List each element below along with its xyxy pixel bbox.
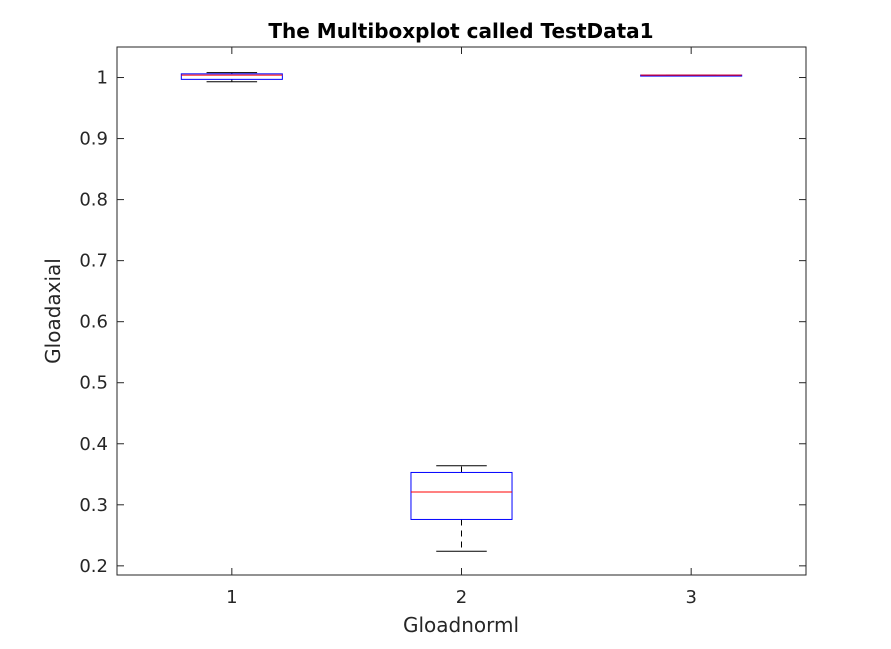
box-body <box>410 471 513 520</box>
y-tick-label: 0.6 <box>79 312 108 333</box>
x-tick-label: 1 <box>226 587 237 608</box>
y-tick-label: 0.8 <box>79 190 108 211</box>
y-tick-label: 0.9 <box>79 129 108 150</box>
y-tick-label: 0.7 <box>79 251 108 272</box>
y-tick-label: 0.2 <box>79 556 108 577</box>
y-tick-label: 0.5 <box>79 373 108 394</box>
x-tick-label: 3 <box>685 587 696 608</box>
axes-frame <box>116 46 807 576</box>
y-axis-label: Gloadaxial <box>41 258 65 364</box>
y-tick-label: 1 <box>97 68 108 89</box>
x-tick-label: 2 <box>456 587 467 608</box>
box-body <box>180 73 283 80</box>
plot-area: 0.2 0.3 0.4 0.5 0.6 0.7 0.8 0.9 1 1 2 3 <box>79 46 807 608</box>
y-tick-label: 0.4 <box>79 434 108 455</box>
x-axis-label: Gloadnorml <box>403 613 519 637</box>
chart-title: The Multiboxplot called TestData1 <box>268 19 653 43</box>
y-tick-label: 0.3 <box>79 495 108 516</box>
